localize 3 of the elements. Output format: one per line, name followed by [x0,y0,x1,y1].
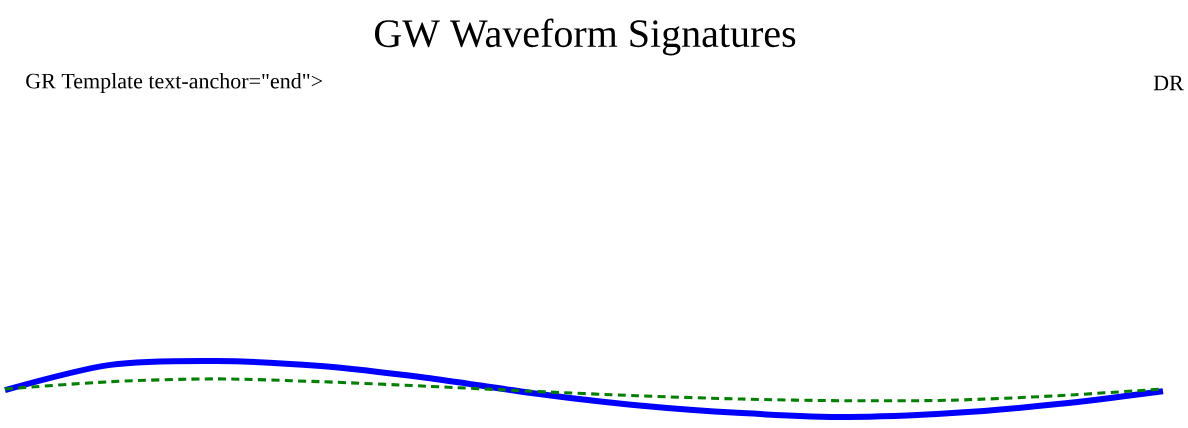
text: DR [1153,75,1184,91]
chart-title: GW Waveform Signatures [374,18,796,56]
text: GR Template text-anchor="end"> [26,73,323,93]
